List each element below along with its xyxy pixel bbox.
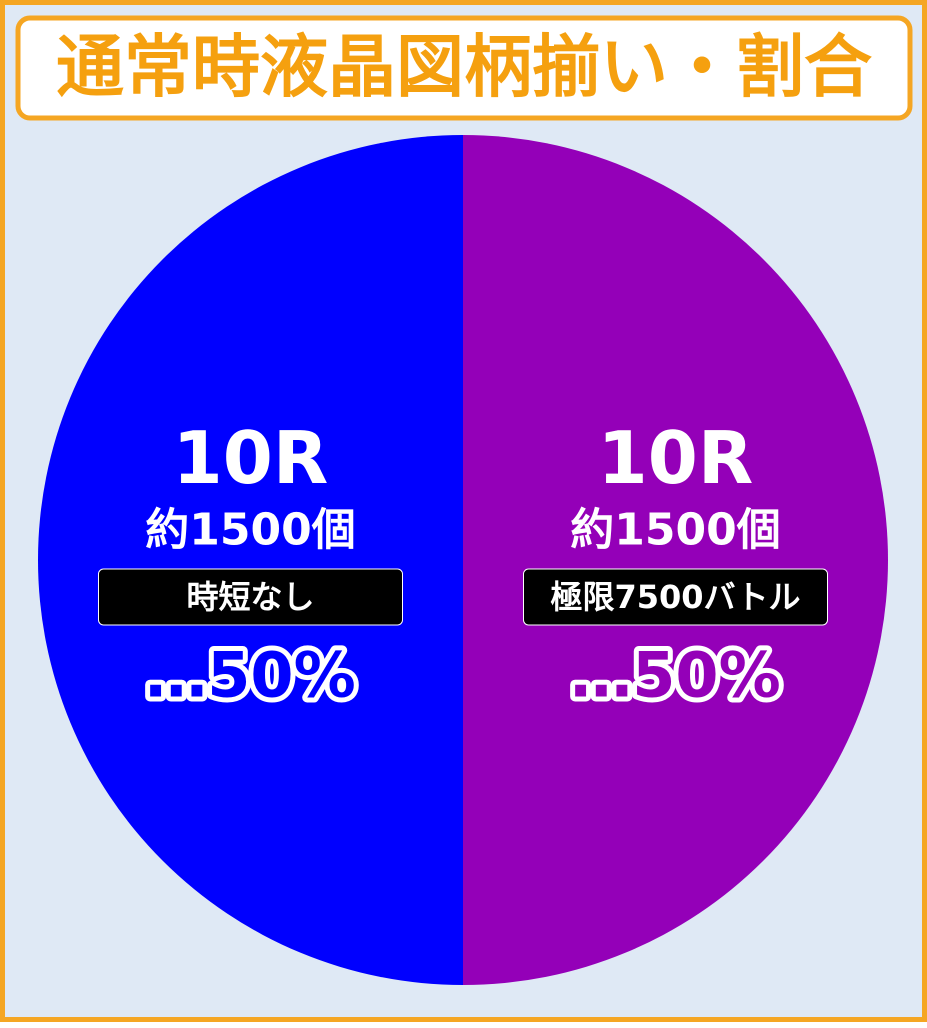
slice-rounds: 10R — [598, 416, 754, 500]
slice-rounds: 10R — [173, 416, 329, 500]
chart-title: 通常時液晶図柄揃い・割合 — [56, 29, 872, 108]
slice-payout: 約1500個 — [145, 505, 355, 556]
title-box — [15, 15, 913, 121]
label-box — [523, 568, 828, 626]
slice-label: 極限7500バトル — [550, 578, 800, 616]
slice-value: …50% — [145, 639, 355, 712]
slice-value: …50% — [570, 639, 780, 712]
label-box — [98, 568, 403, 626]
slice-payout: 約1500個 — [570, 505, 780, 556]
slice-label: 時短なし — [186, 578, 314, 616]
pie-slice — [463, 135, 888, 985]
pie-slice — [38, 135, 463, 985]
